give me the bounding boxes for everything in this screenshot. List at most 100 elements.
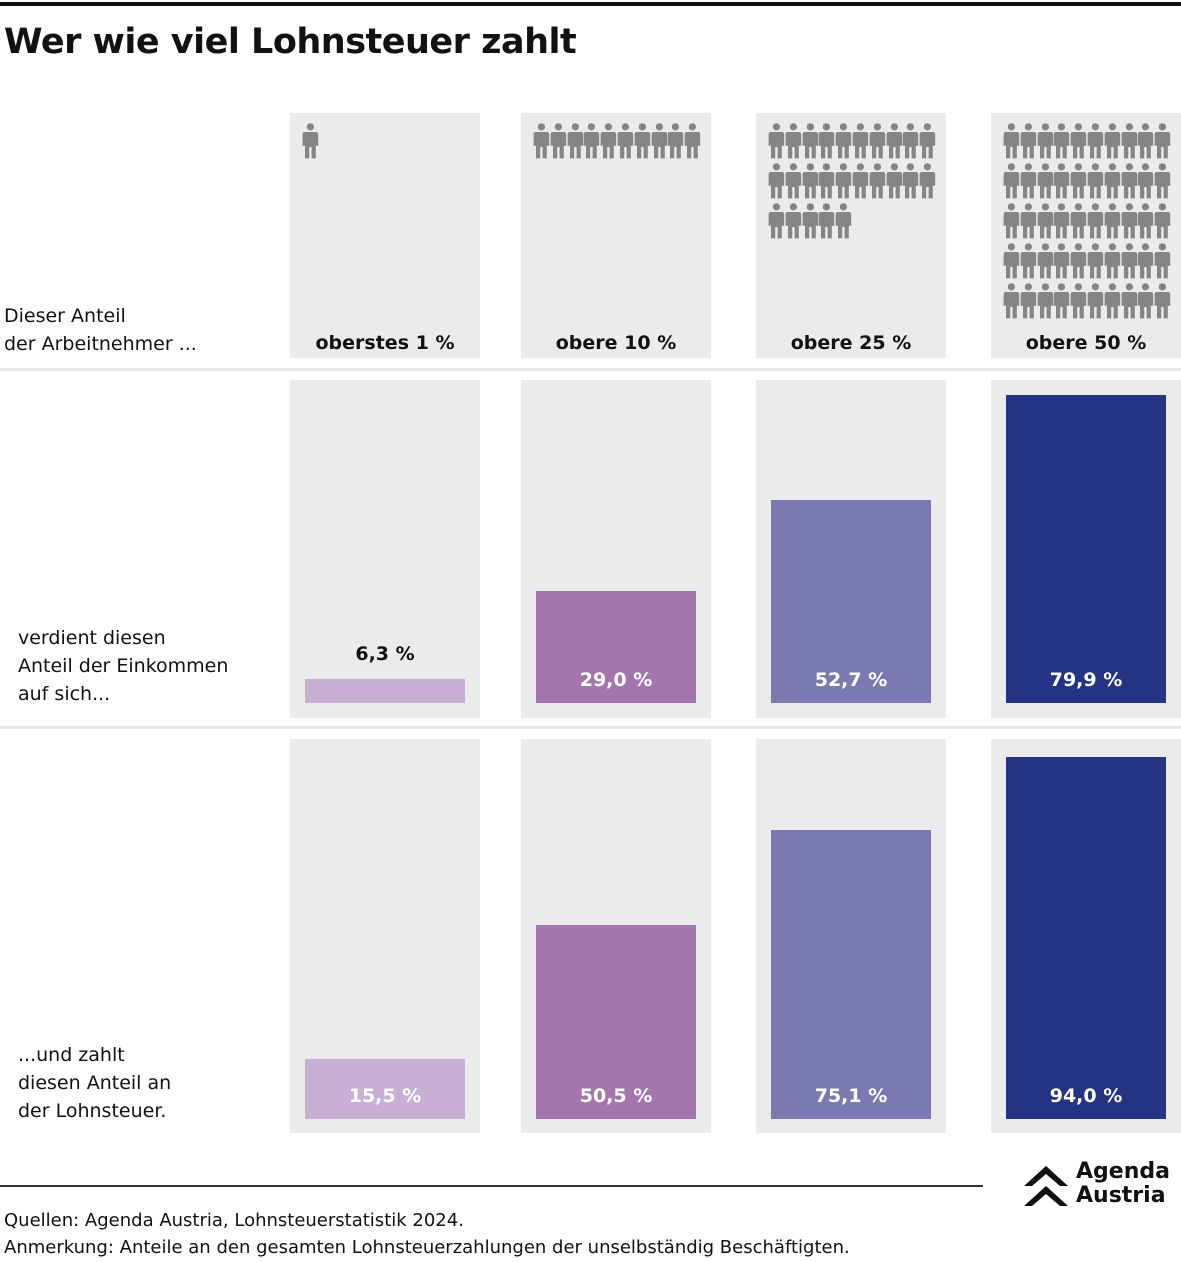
row-separator [0,726,1181,729]
person-icon [802,123,819,159]
person-icon [567,123,584,159]
bar-value-label: 50,5 % [579,1085,653,1107]
person-icon [667,123,684,159]
person-icon [1020,123,1037,159]
tax-bar [536,924,696,1119]
row-separator [0,368,1181,371]
person-icon [1137,203,1154,239]
people-panel: obere 25 % [756,113,946,358]
person-icon [886,163,903,199]
income-bar [1006,395,1166,703]
person-icon [818,203,835,239]
person-icon [919,123,936,159]
person-icon [1121,203,1138,239]
person-icon [1104,123,1121,159]
bar-value-label: 52,7 % [814,669,888,691]
source-note: Quellen: Agenda Austria, Lohnsteuerstati… [4,1210,464,1231]
person-icon [634,123,651,159]
person-icon [785,163,802,199]
person-icon [1053,283,1070,319]
person-icon [583,123,600,159]
remark-note: Anmerkung: Anteile an den gesamten Lohns… [4,1237,850,1258]
person-icon [1053,163,1070,199]
person-icon [818,163,835,199]
person-icon [1137,163,1154,199]
person-icon [869,163,886,199]
row-label-tax: ...und zahlt diesen Anteil an der Lohnst… [18,1044,172,1122]
person-icon [617,123,634,159]
person-icon [1003,203,1020,239]
person-icon [1104,243,1121,279]
category-label: oberstes 1 % [315,332,455,354]
income-bar [536,591,696,703]
bar-value-label: 94,0 % [1049,1085,1123,1107]
person-icon [785,203,802,239]
person-icon [1053,123,1070,159]
row-label-people: Dieser Anteil der Arbeitnehmer ... [4,305,197,355]
chart-title: Wer wie viel Lohnsteuer zahlt [4,22,577,62]
person-icon [302,123,319,159]
person-icon [1154,203,1171,239]
person-icon [1154,243,1171,279]
person-icon [852,163,869,199]
person-icon [1037,243,1054,279]
double-chevron-up-icon [1024,1166,1068,1206]
row-label-income: verdient diesen Anteil der Einkommen auf… [18,627,229,705]
person-icon [1003,243,1020,279]
person-icon [818,123,835,159]
bar-value-label: 29,0 % [579,669,653,691]
top-rule [0,2,1181,6]
person-icon [1154,123,1171,159]
category-label: obere 50 % [1025,332,1147,354]
person-icon [1003,123,1020,159]
person-icon [768,123,785,159]
person-icon [886,123,903,159]
person-icon [1020,203,1037,239]
income-bar [305,678,465,703]
person-icon [1070,163,1087,199]
person-icon [835,203,852,239]
category-label: obere 10 % [555,332,677,354]
bar-value-label: 75,1 % [814,1085,888,1107]
footer-rule [0,1185,983,1187]
person-icon [1104,283,1121,319]
person-icon [768,163,785,199]
bar-value-label: 15,5 % [348,1085,422,1107]
person-icon [550,123,567,159]
person-icon [651,123,668,159]
person-icon [835,163,852,199]
person-icon [1037,203,1054,239]
person-icon [802,203,819,239]
person-icon [1137,123,1154,159]
people-panel: obere 10 % [521,113,711,358]
tax-bar [771,829,931,1119]
person-icon [1137,243,1154,279]
logo-line-2: Austria [1076,1183,1166,1208]
person-icon [1121,283,1138,319]
person-icon [852,123,869,159]
person-icon [1104,163,1121,199]
person-icon [1037,163,1054,199]
person-icon [1070,243,1087,279]
person-icon [1020,283,1037,319]
person-icon [1037,123,1054,159]
bar-value-label: 79,9 % [1049,669,1123,691]
person-icon [1087,123,1104,159]
person-icon [1154,283,1171,319]
person-icon [1087,243,1104,279]
people-icon-grid [302,123,470,159]
person-icon [902,163,919,199]
person-icon [1104,203,1121,239]
tax-bar [305,1059,465,1119]
logo-line-1: Agenda [1076,1159,1170,1184]
person-icon [1020,163,1037,199]
bar-value-label: 6,3 % [355,642,415,665]
people-icon-grid [768,123,936,239]
person-icon [1070,203,1087,239]
tax-bar [1006,757,1166,1119]
person-icon [1154,163,1171,199]
person-icon [1053,203,1070,239]
person-icon [869,123,886,159]
person-icon [1003,163,1020,199]
person-icon [600,123,617,159]
